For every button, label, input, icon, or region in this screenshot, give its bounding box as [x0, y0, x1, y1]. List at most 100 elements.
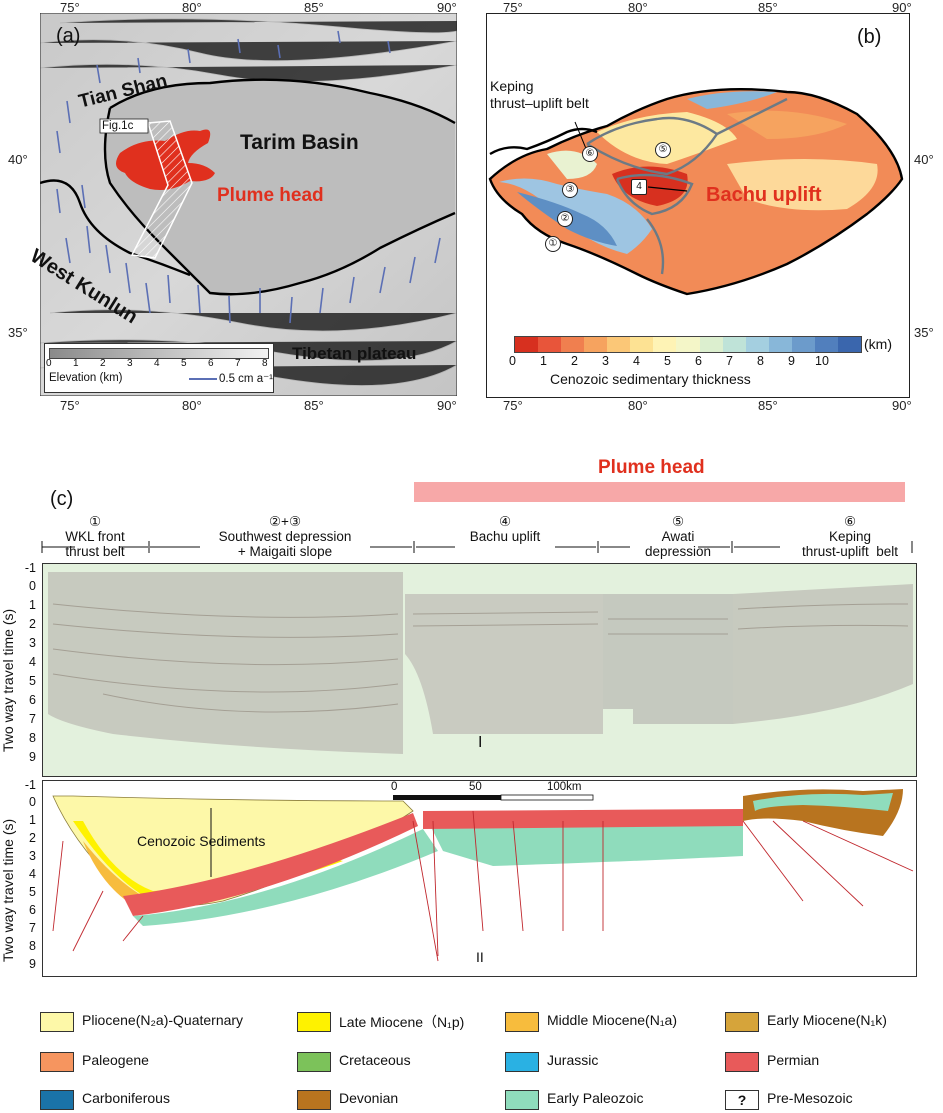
plume-head-bar [414, 482, 905, 502]
colorbar-cell [607, 337, 631, 352]
legend-swatch [297, 1052, 331, 1072]
legend-label: Cretaceous [339, 1052, 411, 1068]
legend-swatch [505, 1052, 539, 1072]
panel-b: (b) Keping thrust–uplift belt Bachu upli… [486, 13, 910, 398]
segment-name: Awati depression [644, 529, 712, 559]
cb-tick: 2 [571, 354, 578, 368]
seismic-section-label: I [478, 734, 483, 751]
segment-5: ⑤ Awati depression [628, 514, 728, 559]
pa-lon-tick: 75° [60, 398, 80, 413]
y-tick: 7 [29, 921, 36, 935]
basin-outline [103, 78, 456, 296]
y-tick: 1 [29, 598, 36, 612]
elev-tick: 7 [235, 358, 241, 369]
vector-label: 0.5 cm a⁻¹ [219, 373, 274, 385]
pa-lon-tick: 85° [304, 398, 324, 413]
zone-marker-4: 4 [631, 179, 647, 195]
y-tick: 8 [29, 939, 36, 953]
segment-1: ① WKL front thrust belt [50, 514, 140, 559]
scale-tick: 50 [469, 781, 482, 793]
interpretation-drawing [52, 789, 914, 962]
legend-label: Permian [767, 1052, 820, 1068]
zone-marker-5: ⑤ [655, 142, 671, 158]
legend-label: Pliocene(N₂a)-Quaternary [82, 1012, 244, 1028]
legend-label: Late Miocene（N₁p) [339, 1014, 465, 1030]
gps-velocity-arrows [56, 30, 441, 324]
segment-number: ⑥ [843, 514, 857, 529]
pb-lon-tick: 75° [503, 398, 523, 413]
colorbar-cell [561, 337, 585, 352]
cb-tick: 6 [695, 354, 702, 368]
y-tick: 2 [29, 617, 36, 631]
y-tick: 5 [29, 674, 36, 688]
cb-tick: 10 [815, 354, 829, 368]
pa-lon-tick: 80° [182, 398, 202, 413]
legend-swatch [40, 1090, 74, 1110]
segment-6: ⑥ Keping thrust-uplift belt [780, 514, 920, 559]
segment-name: WKL front thrust belt [65, 529, 125, 559]
elev-tick: 5 [181, 358, 187, 369]
y-tick: 6 [29, 903, 36, 917]
cb-tick: 0 [509, 354, 516, 368]
colorbar-cell [791, 337, 815, 352]
elev-tick: 8 [262, 358, 268, 369]
legend-label: Early Paleozoic [547, 1090, 644, 1106]
pa-lon-tick: 90° [437, 0, 457, 15]
y-tick: 3 [29, 849, 36, 863]
legend-swatch [40, 1052, 74, 1072]
interpretation-label: II [476, 949, 484, 965]
cb-tick: 4 [633, 354, 640, 368]
y-tick: 9 [29, 750, 36, 764]
colorbar-cell [699, 337, 723, 352]
pb-lon-tick: 85° [758, 0, 778, 15]
segment-name: Keping thrust-uplift belt [801, 529, 899, 559]
plume-head-title: Plume head [598, 457, 705, 478]
colorbar-cell [584, 337, 608, 352]
pb-lon-tick: 80° [628, 0, 648, 15]
zone-marker-2: ② [557, 211, 573, 227]
y-tick: 2 [29, 831, 36, 845]
legend-swatch [505, 1090, 539, 1110]
colorbar-cell [538, 337, 562, 352]
seismic-traces [48, 572, 913, 754]
colorbar-cell [676, 337, 700, 352]
cb-tick: 8 [757, 354, 764, 368]
scale-bar-ticks: 0 50 100km [391, 781, 611, 795]
segment-dividers [41, 541, 913, 553]
legend-label: Early Miocene(N₁k) [767, 1012, 887, 1028]
segment-number: ⑤ [671, 514, 685, 529]
yaxis-ticks-2: -1 0 1 2 3 4 5 6 7 8 9 [20, 778, 42, 978]
pb-lat-tick: 35° [914, 325, 934, 340]
pb-lat-tick: 40° [914, 152, 934, 167]
scale-tick: 100km [547, 781, 582, 793]
zone-marker-1: ① [545, 236, 561, 252]
elevation-ticks: 0 1 2 3 4 5 6 7 8 [46, 358, 274, 370]
elevation-map [39, 12, 464, 397]
panel-a: (a) Tian Shan Tarim Basin Plume head Wes… [26, 12, 464, 397]
y-tick: 5 [29, 885, 36, 899]
cb-tick: 3 [602, 354, 609, 368]
panel-c-label: (c) [50, 488, 74, 510]
legend-swatch [505, 1012, 539, 1032]
colorbar-cell [814, 337, 838, 352]
cb-tick: 7 [726, 354, 733, 368]
scale-tick: 0 [391, 781, 398, 793]
pb-lon-tick: 75° [503, 0, 523, 15]
zone-marker-3: ③ [562, 182, 578, 198]
pa-lon-tick: 85° [304, 0, 324, 15]
legend-label: Middle Miocene(N₁a) [547, 1012, 677, 1028]
pa-lat-tick: 40° [8, 152, 28, 167]
thickness-map [488, 88, 904, 296]
colorbar-ticks: 0 1 2 3 4 5 6 7 8 9 10 [509, 354, 869, 370]
y-tick: 8 [29, 731, 36, 745]
plume-head-label: Plume head [217, 185, 324, 206]
cb-tick: 1 [540, 354, 547, 368]
pb-lon-tick: 90° [892, 0, 912, 15]
pa-lon-tick: 75° [60, 0, 80, 15]
segment-number: ②+③ [268, 514, 302, 529]
cenozoic-label: Cenozoic Sediments [137, 833, 266, 849]
colorbar-cell [515, 337, 539, 352]
legend-label: Devonian [339, 1090, 399, 1106]
seismic-section: I [42, 563, 917, 777]
tibetan-plateau-label: Tibetan plateau [292, 344, 417, 363]
